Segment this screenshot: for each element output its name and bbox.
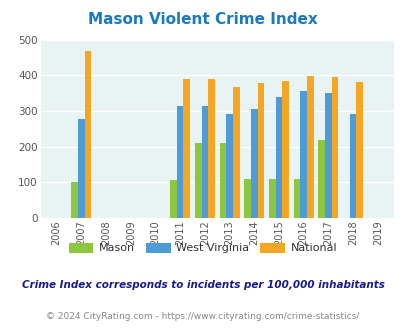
Bar xyxy=(306,76,313,218)
Bar xyxy=(85,51,91,218)
Bar xyxy=(208,79,214,218)
Bar xyxy=(331,77,337,218)
Bar xyxy=(201,106,208,218)
Bar xyxy=(232,87,239,218)
Bar xyxy=(244,179,250,218)
Bar xyxy=(324,93,331,218)
Bar xyxy=(268,179,275,218)
Bar xyxy=(71,182,78,218)
Bar xyxy=(281,81,288,218)
Bar xyxy=(275,97,281,218)
Bar xyxy=(300,90,306,218)
Bar xyxy=(250,110,257,218)
Bar xyxy=(318,140,324,218)
Text: © 2024 CityRating.com - https://www.cityrating.com/crime-statistics/: © 2024 CityRating.com - https://www.city… xyxy=(46,312,359,321)
Bar xyxy=(226,114,232,218)
Bar xyxy=(183,79,190,218)
Legend: Mason, West Virginia, National: Mason, West Virginia, National xyxy=(64,238,341,258)
Bar xyxy=(177,106,183,218)
Bar xyxy=(257,83,264,218)
Bar xyxy=(219,143,226,218)
Bar xyxy=(78,119,85,218)
Text: Mason Violent Crime Index: Mason Violent Crime Index xyxy=(88,12,317,26)
Bar xyxy=(356,82,362,218)
Bar xyxy=(194,143,201,218)
Text: Crime Index corresponds to incidents per 100,000 inhabitants: Crime Index corresponds to incidents per… xyxy=(21,280,384,290)
Bar xyxy=(170,180,177,218)
Bar xyxy=(293,179,300,218)
Bar xyxy=(349,114,356,218)
